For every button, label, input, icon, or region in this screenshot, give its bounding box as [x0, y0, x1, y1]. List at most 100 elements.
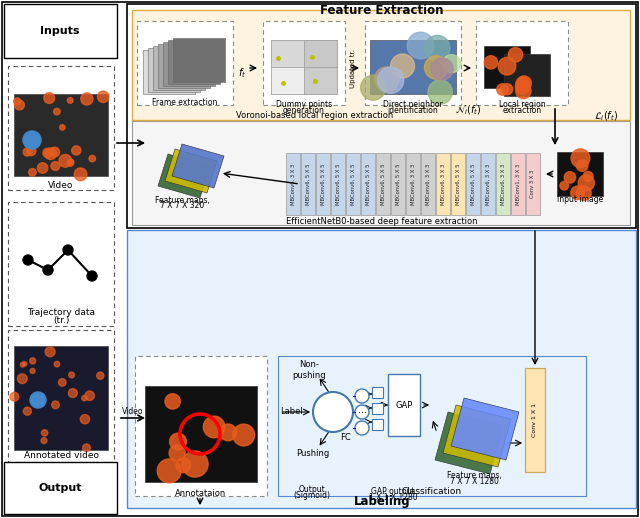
Circle shape — [23, 407, 31, 415]
Text: GAP: GAP — [396, 400, 413, 410]
Bar — [476, 21, 568, 105]
Circle shape — [516, 77, 529, 91]
Text: MBConv6, 5 X 5: MBConv6, 5 X 5 — [351, 163, 355, 205]
Circle shape — [42, 429, 48, 436]
Circle shape — [517, 76, 531, 91]
Bar — [511, 153, 525, 215]
Circle shape — [85, 391, 95, 400]
Circle shape — [425, 35, 450, 61]
Text: Local region: Local region — [499, 99, 545, 108]
Circle shape — [58, 379, 66, 386]
Text: Conv 3 X 3: Conv 3 X 3 — [531, 170, 536, 198]
Circle shape — [23, 131, 41, 149]
Bar — [372, 387, 383, 398]
Circle shape — [390, 54, 415, 78]
Circle shape — [508, 48, 523, 62]
Circle shape — [54, 108, 60, 115]
Circle shape — [30, 368, 35, 373]
Circle shape — [577, 185, 591, 200]
Bar — [148, 48, 200, 92]
Text: (tr.): (tr.) — [53, 315, 69, 324]
Text: MBConv1, 3 X 3: MBConv1, 3 X 3 — [515, 163, 520, 205]
Circle shape — [204, 416, 225, 438]
Bar — [4, 462, 117, 514]
Circle shape — [45, 148, 56, 160]
Polygon shape — [158, 154, 210, 198]
Circle shape — [83, 444, 90, 452]
Bar — [346, 153, 360, 215]
Circle shape — [44, 93, 54, 104]
Text: MBConv6, 5 X 5: MBConv6, 5 X 5 — [396, 163, 401, 205]
Circle shape — [63, 245, 73, 255]
Text: Dummy points: Dummy points — [276, 99, 332, 108]
Circle shape — [97, 91, 109, 103]
Circle shape — [27, 147, 36, 155]
Circle shape — [220, 424, 237, 441]
Bar — [376, 153, 390, 215]
Bar — [158, 44, 210, 88]
Circle shape — [51, 162, 60, 170]
Circle shape — [501, 83, 513, 95]
Circle shape — [515, 80, 530, 94]
Bar — [132, 10, 630, 120]
Circle shape — [182, 451, 208, 477]
Bar — [127, 230, 636, 508]
Circle shape — [560, 181, 568, 190]
Text: Pushing: Pushing — [296, 449, 330, 457]
Bar — [163, 42, 215, 86]
Text: MBConv6, 5 X 5: MBConv6, 5 X 5 — [335, 163, 340, 205]
Bar — [143, 50, 195, 94]
Text: MBConv6, 3 X 3: MBConv6, 3 X 3 — [426, 163, 431, 205]
Bar — [8, 202, 114, 326]
Text: MBConv6, 3 X 3: MBConv6, 3 X 3 — [486, 163, 490, 205]
Text: Annotated video: Annotated video — [24, 452, 99, 461]
Circle shape — [169, 445, 185, 461]
Circle shape — [578, 175, 595, 191]
Bar — [271, 67, 304, 94]
Text: Video: Video — [122, 407, 144, 415]
Polygon shape — [435, 412, 503, 474]
Text: 7 X 7 X 320: 7 X 7 X 320 — [160, 200, 204, 209]
Circle shape — [54, 362, 60, 367]
Circle shape — [374, 67, 399, 92]
Text: MBConv6, 5 X 5: MBConv6, 5 X 5 — [365, 163, 371, 205]
Text: 7 X 7 X 1280: 7 X 7 X 1280 — [449, 478, 499, 486]
Bar — [526, 153, 540, 215]
Text: Inputs: Inputs — [40, 26, 80, 36]
Bar — [370, 40, 456, 94]
Polygon shape — [172, 144, 224, 188]
Bar — [331, 153, 345, 215]
Bar — [271, 40, 337, 94]
Bar — [504, 54, 550, 96]
Bar — [153, 46, 205, 90]
Circle shape — [378, 67, 404, 93]
Text: identification: identification — [388, 106, 438, 114]
Text: MBConv6, 5 X 5: MBConv6, 5 X 5 — [470, 163, 476, 205]
Circle shape — [80, 414, 90, 424]
Bar — [263, 21, 345, 105]
Bar — [484, 46, 530, 88]
Text: extraction: extraction — [502, 106, 541, 114]
Circle shape — [355, 421, 369, 435]
Text: ...: ... — [358, 405, 367, 415]
Bar — [8, 330, 114, 462]
Text: FC: FC — [340, 434, 350, 442]
Bar — [145, 386, 257, 482]
Circle shape — [10, 392, 19, 401]
Bar — [173, 38, 225, 82]
Circle shape — [43, 148, 52, 157]
Circle shape — [571, 186, 584, 199]
Bar — [525, 368, 545, 472]
Circle shape — [87, 271, 97, 281]
Bar — [481, 153, 495, 215]
Polygon shape — [165, 149, 217, 193]
Bar — [271, 40, 304, 67]
Circle shape — [68, 388, 77, 397]
Circle shape — [157, 459, 181, 483]
Circle shape — [43, 265, 53, 275]
Text: Output: Output — [299, 485, 325, 495]
Circle shape — [29, 358, 36, 364]
Circle shape — [498, 57, 516, 75]
Circle shape — [97, 372, 104, 379]
Circle shape — [23, 148, 31, 156]
